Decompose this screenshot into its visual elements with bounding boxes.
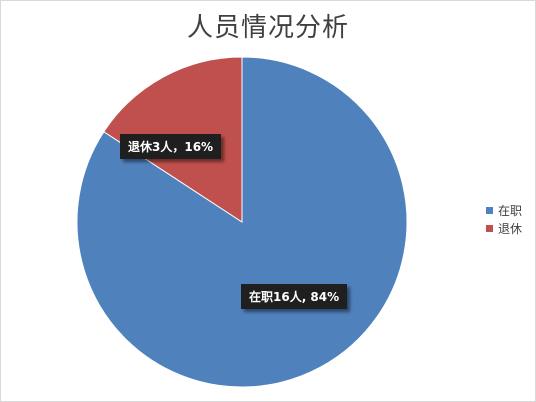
data-label-zaizhi: 在职16人, 84%: [241, 284, 348, 309]
legend-label: 在职: [498, 203, 523, 218]
legend-item-tuixiu: 退休: [486, 219, 522, 237]
legend-label: 退休: [498, 221, 523, 236]
legend-item-zaizhi: 在职: [486, 201, 522, 219]
legend-swatch: [486, 206, 493, 214]
legend-swatch: [486, 224, 493, 232]
chart-title: 人员情况分析: [186, 13, 349, 43]
data-label-tuixiu: 退休3人，16%: [120, 134, 222, 159]
legend: 在职 退休: [486, 201, 522, 237]
